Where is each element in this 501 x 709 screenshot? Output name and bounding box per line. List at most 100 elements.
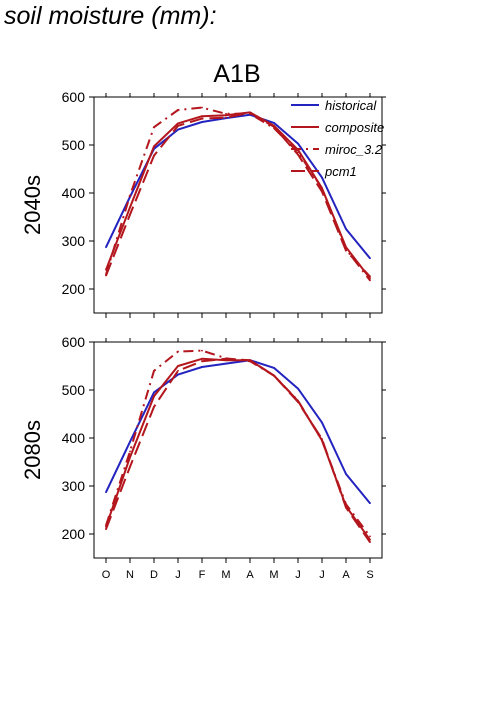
y-tick-label: 500 [62, 137, 86, 153]
panels: 200 300 400 500 600 2040s historical composite m… [20, 89, 386, 581]
data-point [249, 359, 251, 362]
data-point [153, 391, 155, 394]
data-point [345, 506, 347, 509]
y-tick-label: 300 [62, 478, 86, 494]
data-point [201, 117, 203, 120]
y-tick-label: 600 [62, 89, 86, 105]
scenario-title: A1B [213, 60, 260, 88]
data-point [249, 111, 251, 114]
data-point [273, 374, 275, 377]
series-line [105, 106, 371, 282]
data-point [129, 450, 131, 453]
data-point [129, 440, 131, 443]
series-line [105, 113, 371, 259]
y-tick-label: 600 [62, 334, 86, 350]
plot-frame [93, 341, 383, 559]
data-point [201, 349, 203, 352]
data-point [369, 279, 371, 282]
data-point [273, 125, 275, 128]
data-point [105, 528, 107, 531]
data-point [273, 122, 275, 124]
legend-label: composite [325, 120, 384, 135]
data-point [177, 373, 179, 376]
series-line [105, 349, 371, 537]
x-tick-label: N [126, 569, 134, 581]
data-point [177, 109, 179, 111]
data-point [225, 114, 227, 117]
data-point [129, 206, 131, 209]
legend: historical composite miroc_3.2 pcm1 [291, 98, 384, 179]
y-tick-label: 500 [62, 382, 86, 398]
y-tick-label: 300 [62, 233, 86, 249]
data-point [297, 387, 299, 390]
data-point [177, 122, 179, 125]
data-point [153, 126, 155, 129]
y-axis-label: 2080s [20, 420, 45, 480]
data-point [321, 439, 323, 442]
x-tick-label: M [269, 569, 278, 581]
data-point [153, 395, 155, 398]
data-point [153, 145, 155, 148]
data-point [129, 194, 131, 197]
data-point [321, 421, 323, 424]
data-point [297, 401, 299, 403]
x-tick-label: A [342, 569, 350, 581]
data-point [153, 369, 155, 372]
data-point [153, 405, 155, 408]
data-point [345, 249, 347, 252]
series-historical [105, 113, 371, 260]
plot-frame [93, 96, 383, 314]
x-tick-label: A [246, 569, 254, 581]
data-point [345, 473, 347, 475]
data-point [105, 491, 107, 494]
data-point [129, 465, 131, 468]
data-point [321, 187, 323, 190]
x-tick-label: S [366, 569, 373, 581]
data-point [177, 350, 179, 353]
series-line [105, 111, 371, 278]
series-line [105, 359, 371, 504]
data-point [177, 128, 179, 131]
legend-label: miroc_3.2 [325, 142, 383, 157]
y-tick-label: 400 [62, 430, 86, 446]
data-point [201, 366, 203, 368]
figure-title: soil moisture (mm): [4, 2, 217, 30]
data-point [345, 228, 347, 230]
data-point [225, 357, 227, 360]
data-point [273, 367, 275, 369]
data-point [321, 190, 323, 193]
x-tick-label: M [221, 569, 230, 581]
y-axis-label: 2040s [20, 175, 45, 235]
data-point [129, 213, 131, 216]
data-point [225, 116, 227, 119]
panel-2040s: 200 300 400 500 600 2040s historical composite m… [20, 89, 386, 318]
x-tick-label: J [175, 569, 181, 581]
series-composite [105, 357, 371, 541]
x-tick-label: F [199, 569, 206, 581]
data-point [201, 357, 203, 360]
x-tick-label: O [102, 569, 111, 581]
panel-2080s: 200 300 400 500 600 O N D J F M A M J J A S 2080s [20, 334, 386, 581]
data-point [177, 369, 179, 372]
data-point [201, 360, 203, 363]
data-point [201, 121, 203, 123]
x-tick-label: J [295, 569, 301, 581]
data-point [201, 115, 203, 118]
data-point [321, 438, 323, 440]
data-point [177, 124, 179, 127]
series-line [105, 357, 371, 541]
series-line [105, 357, 371, 543]
data-point [105, 246, 107, 249]
series-historical [105, 359, 371, 505]
y-tick-label: 200 [62, 281, 86, 297]
data-point [153, 154, 155, 157]
data-point [105, 274, 107, 277]
data-point [369, 535, 371, 538]
legend-label: pcm1 [324, 164, 357, 179]
data-point [321, 176, 323, 179]
data-point [225, 112, 227, 115]
data-point [297, 142, 299, 145]
x-tick-label: J [319, 569, 325, 581]
data-point [129, 456, 131, 459]
